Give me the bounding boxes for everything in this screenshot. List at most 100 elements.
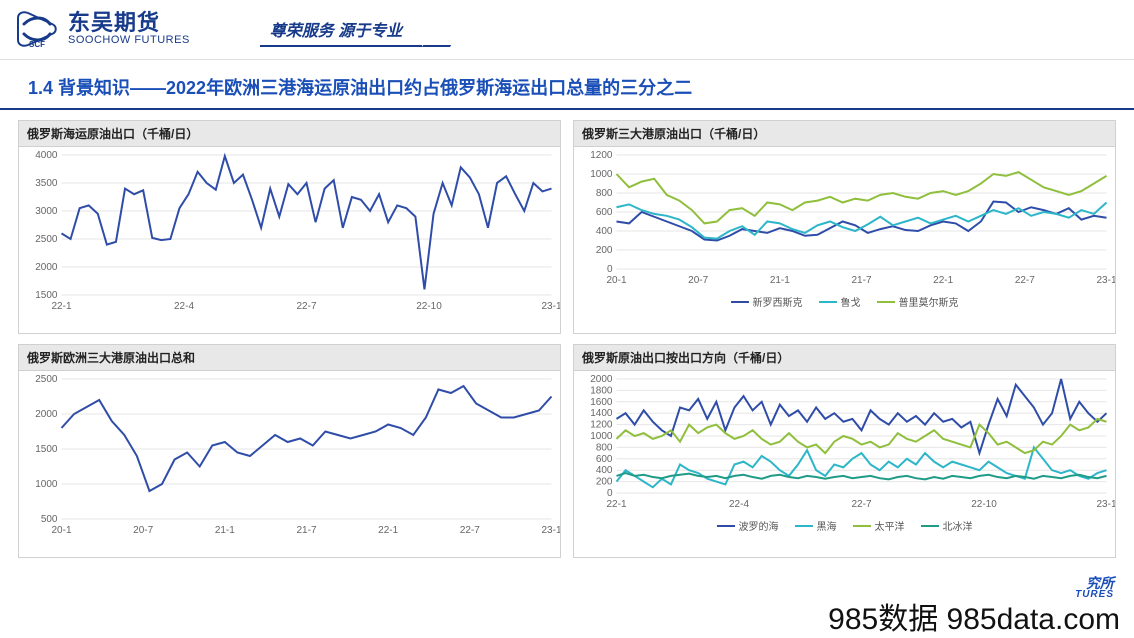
legend-item: 太平洋 <box>853 518 905 533</box>
series-line <box>617 202 1107 241</box>
chart-title: 俄罗斯原油出口按出口方向（千桶/日） <box>574 345 1115 371</box>
legend-swatch <box>853 525 871 527</box>
svg-text:800: 800 <box>596 442 613 453</box>
svg-text:23-1: 23-1 <box>1096 275 1115 286</box>
legend-swatch <box>877 301 895 303</box>
legend-item: 黑海 <box>795 518 837 533</box>
chart-svg: 0200400600800100012001400160018002000 22-… <box>574 371 1115 511</box>
chart-legend: 波罗的海 黑海 太平洋 北冰洋 <box>574 516 1115 537</box>
section-title: 1.4 背景知识——2022年欧洲三港海运原油出口约占俄罗斯海运出口总量的三分之… <box>28 74 1106 100</box>
svg-text:1000: 1000 <box>590 169 613 180</box>
legend-label: 普里莫尔斯克 <box>899 294 959 309</box>
svg-text:0: 0 <box>607 264 613 275</box>
svg-text:200: 200 <box>596 477 613 488</box>
svg-text:23-1: 23-1 <box>541 301 560 312</box>
svg-text:23-1: 23-1 <box>1096 499 1115 510</box>
svg-text:400: 400 <box>596 226 613 237</box>
chart-body: 500 1000 1500 2000 2500 20-1 20-7 21-1 21-7 22-1 2… <box>19 371 560 557</box>
svg-text:1500: 1500 <box>35 444 58 455</box>
chart-body: 15002000250030003500400022-122-422-722-1… <box>19 147 560 333</box>
svg-text:800: 800 <box>596 188 613 199</box>
chart-svg: 02004006008001000120020-120-721-121-722-… <box>574 147 1115 287</box>
svg-text:1200: 1200 <box>590 150 613 161</box>
slogan-box: 尊荣服务 源于专业 <box>260 13 422 47</box>
svg-text:20-7: 20-7 <box>688 275 708 286</box>
svg-text:2500: 2500 <box>35 374 58 385</box>
brand-logo: SCF 东吴期货 SOOCHOW FUTURES <box>14 10 190 50</box>
svg-text:SCF: SCF <box>29 40 45 49</box>
svg-text:20-1: 20-1 <box>606 275 626 286</box>
svg-text:21-1: 21-1 <box>215 525 235 536</box>
legend-item: 普里莫尔斯克 <box>877 294 959 309</box>
svg-text:20-7: 20-7 <box>133 525 153 536</box>
slogan-text: 尊荣服务 源于专业 <box>260 13 422 47</box>
svg-text:22-1: 22-1 <box>51 301 71 312</box>
svg-text:0: 0 <box>607 488 613 499</box>
legend-label: 黑海 <box>817 518 837 533</box>
legend-swatch <box>795 525 813 527</box>
legend-label: 鲁戈 <box>841 294 861 309</box>
legend-label: 太平洋 <box>875 518 905 533</box>
svg-text:4000: 4000 <box>35 150 58 161</box>
svg-text:200: 200 <box>596 245 613 256</box>
charts-grid: 俄罗斯海运原油出口（千桶/日）1500200025003000350040002… <box>0 110 1134 566</box>
logo-icon: SCF <box>14 10 60 50</box>
chart-panel-c4: 俄罗斯原油出口按出口方向（千桶/日）0200400600800100012001… <box>573 344 1116 558</box>
legend-swatch <box>717 525 735 527</box>
svg-text:2000: 2000 <box>35 262 58 273</box>
chart-svg: 500 1000 1500 2000 2500 20-1 20-7 21-1 21-7 22-1 2… <box>19 371 560 537</box>
svg-text:2500: 2500 <box>35 234 58 245</box>
svg-text:23-1: 23-1 <box>541 525 560 536</box>
legend-label: 北冰洋 <box>943 518 973 533</box>
chart-body: 02004006008001000120020-120-721-121-722-… <box>574 147 1115 315</box>
legend-item: 鲁戈 <box>819 294 861 309</box>
chart-svg: 15002000250030003500400022-122-422-722-1… <box>19 147 560 313</box>
slide-header: SCF 东吴期货 SOOCHOW FUTURES 尊荣服务 源于专业 <box>0 0 1134 60</box>
chart-title: 俄罗斯海运原油出口（千桶/日） <box>19 121 560 147</box>
svg-text:1500: 1500 <box>35 290 58 301</box>
footer-brand-cn: 究所 <box>1075 576 1114 590</box>
legend-item: 新罗西斯克 <box>731 294 803 309</box>
legend-swatch <box>731 301 749 303</box>
svg-text:22-7: 22-7 <box>1015 275 1035 286</box>
svg-text:22-1: 22-1 <box>378 525 398 536</box>
svg-text:600: 600 <box>596 207 613 218</box>
svg-text:1400: 1400 <box>590 408 613 419</box>
svg-text:22-7: 22-7 <box>851 499 871 510</box>
svg-text:2000: 2000 <box>590 374 613 385</box>
svg-text:500: 500 <box>41 514 58 525</box>
svg-text:600: 600 <box>596 454 613 465</box>
svg-text:21-7: 21-7 <box>296 525 316 536</box>
svg-text:22-10: 22-10 <box>416 301 442 312</box>
legend-swatch <box>819 301 837 303</box>
series-line <box>62 156 552 289</box>
svg-text:22-10: 22-10 <box>971 499 997 510</box>
legend-swatch <box>921 525 939 527</box>
svg-text:3500: 3500 <box>35 178 58 189</box>
svg-text:1000: 1000 <box>590 431 613 442</box>
legend-label: 波罗的海 <box>739 518 779 533</box>
svg-text:22-7: 22-7 <box>460 525 480 536</box>
svg-text:22-1: 22-1 <box>606 499 626 510</box>
svg-text:22-1: 22-1 <box>933 275 953 286</box>
series-line <box>617 473 1107 479</box>
svg-text:22-7: 22-7 <box>296 301 316 312</box>
svg-text:400: 400 <box>596 465 613 476</box>
svg-text:1000: 1000 <box>35 479 58 490</box>
legend-item: 北冰洋 <box>921 518 973 533</box>
chart-legend: 新罗西斯克 鲁戈 普里莫尔斯克 <box>574 292 1115 313</box>
logo-text-en: SOOCHOW FUTURES <box>68 34 190 47</box>
svg-text:3000: 3000 <box>35 206 58 217</box>
series-line <box>62 386 552 491</box>
logo-text-cn: 东吴期货 <box>68 12 190 34</box>
svg-text:20-1: 20-1 <box>51 525 71 536</box>
chart-panel-c3: 俄罗斯欧洲三大港原油出口总和500100015002000250020-120-… <box>18 344 561 558</box>
svg-text:1200: 1200 <box>590 420 613 431</box>
svg-text:21-1: 21-1 <box>770 275 790 286</box>
svg-text:1600: 1600 <box>590 397 613 408</box>
chart-panel-c2: 俄罗斯三大港原油出口（千桶/日）02004006008001000120020-… <box>573 120 1116 334</box>
svg-text:1800: 1800 <box>590 385 613 396</box>
svg-text:2000: 2000 <box>35 409 58 420</box>
section-title-row: 1.4 背景知识——2022年欧洲三港海运原油出口约占俄罗斯海运出口总量的三分之… <box>0 60 1134 110</box>
svg-text:22-4: 22-4 <box>729 499 749 510</box>
